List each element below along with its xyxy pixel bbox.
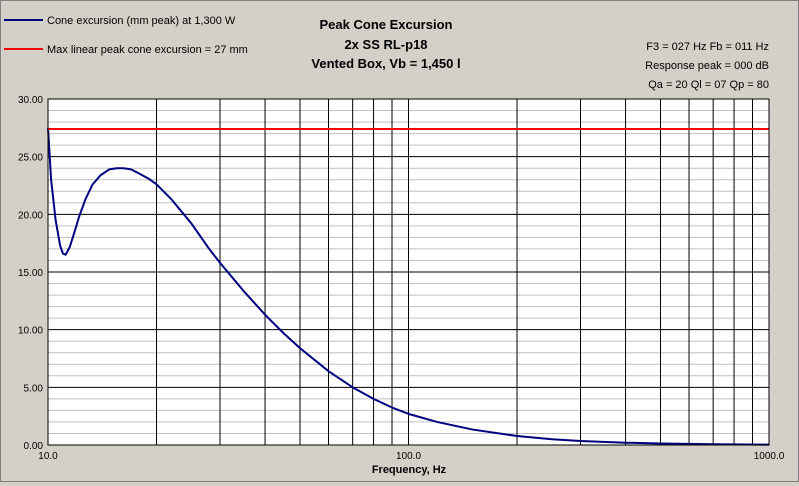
series-line-cone-excursion <box>47 127 770 446</box>
title-line-1: Peak Cone Excursion <box>320 17 453 32</box>
y-tick-label: 20.00 <box>18 210 43 221</box>
y-tick-label: 15.00 <box>18 268 43 279</box>
x-tick-label: 10.0 <box>38 451 58 462</box>
info-f3-fb: F3 = 027 Hz Fb = 011 Hz <box>646 41 769 53</box>
title-line-3: Vented Box, Vb = 1,450 l <box>311 56 460 71</box>
x-tick-label: 1000.0 <box>754 451 785 462</box>
info-panel: F3 = 027 Hz Fb = 011 Hz Response peak = … <box>645 41 769 91</box>
y-tick-label: 10.00 <box>18 326 43 337</box>
x-axis-ticks: 10.0 100.0 1000.0 <box>38 451 784 462</box>
series-layer <box>47 127 770 446</box>
y-axis-ticks: 0.00 5.00 10.00 15.00 20.00 25.00 30.00 <box>18 95 43 452</box>
y-tick-label: 0.00 <box>24 441 44 452</box>
y-tick-label: 5.00 <box>24 383 44 394</box>
x-tick-label: 100.0 <box>396 451 421 462</box>
info-q-values: Qa = 20 Ql = 07 Qp = 80 <box>648 79 769 91</box>
y-tick-label: 25.00 <box>18 153 43 164</box>
info-response-peak: Response peak = 000 dB <box>645 60 769 72</box>
legend: Cone excursion (mm peak) at 1,300 W Max … <box>4 15 248 56</box>
plot-border <box>47 98 770 446</box>
legend-label-max-linear: Max linear peak cone excursion = 27 mm <box>47 44 248 56</box>
grid <box>47 98 770 446</box>
title-line-2: 2x SS RL-p18 <box>344 37 427 52</box>
x-axis-label: Frequency, Hz <box>372 464 447 476</box>
legend-label-excursion: Cone excursion (mm peak) at 1,300 W <box>47 15 236 27</box>
chart-title: Peak Cone Excursion 2x SS RL-p18 Vented … <box>311 17 460 71</box>
y-tick-label: 30.00 <box>18 95 43 106</box>
